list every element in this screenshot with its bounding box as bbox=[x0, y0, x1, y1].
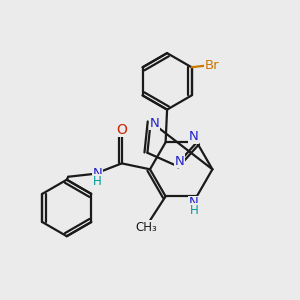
Text: O: O bbox=[116, 123, 127, 137]
Text: N: N bbox=[189, 196, 199, 209]
Text: Br: Br bbox=[204, 59, 219, 72]
Text: N: N bbox=[175, 154, 184, 167]
Text: N: N bbox=[92, 167, 102, 180]
Text: N: N bbox=[189, 130, 199, 143]
Text: H: H bbox=[93, 175, 102, 188]
Text: H: H bbox=[190, 204, 198, 217]
Text: N: N bbox=[149, 117, 159, 130]
Text: CH₃: CH₃ bbox=[135, 221, 157, 234]
